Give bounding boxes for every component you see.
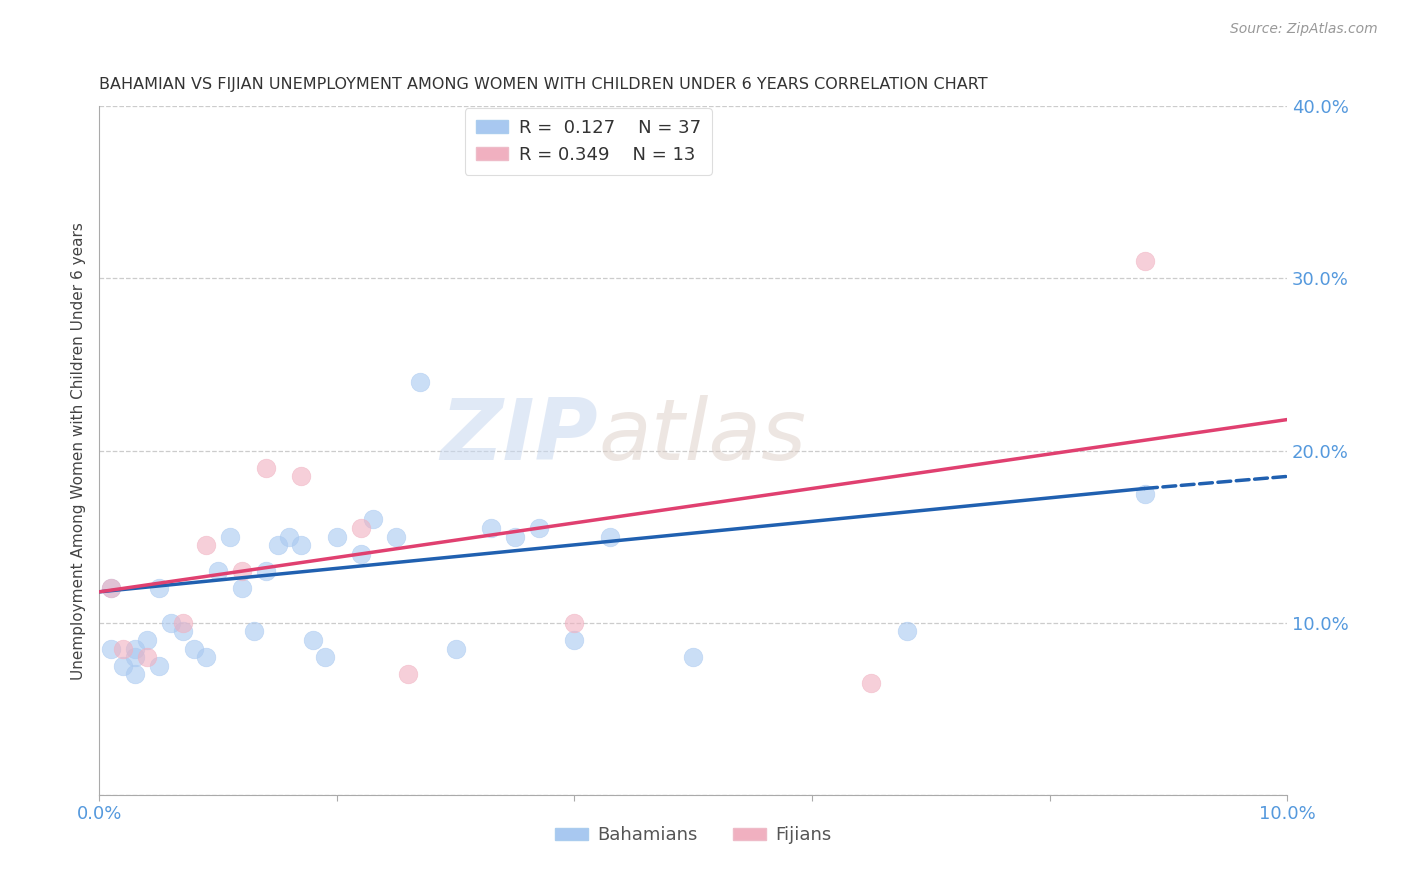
Point [444,641,467,656]
Point [682,650,704,665]
Point [124,641,146,656]
Point [243,624,266,639]
Point [195,650,218,665]
Legend: R =  0.127    N = 37, R = 0.349    N = 13: R = 0.127 N = 37, R = 0.349 N = 13 [465,108,711,175]
Point [361,512,384,526]
Point [183,641,205,656]
Point [278,530,301,544]
Point [112,641,135,656]
Point [124,650,146,665]
Point [112,659,135,673]
Point [1133,486,1156,500]
Point [860,676,883,690]
Point [290,538,312,552]
Point [479,521,502,535]
Point [385,530,408,544]
Point [896,624,918,639]
Point [314,650,336,665]
Point [231,582,253,596]
Point [172,615,194,630]
Point [172,624,194,639]
Point [100,582,122,596]
Point [1133,254,1156,268]
Point [100,641,122,656]
Point [503,530,526,544]
Point [290,469,312,483]
Point [409,375,432,389]
Point [266,538,288,552]
Point [396,667,419,681]
Point [564,633,586,648]
Point [207,564,229,578]
Point [231,564,253,578]
Point [599,530,621,544]
Point [100,582,122,596]
Point [350,547,373,561]
Point [254,564,277,578]
Point [148,582,170,596]
Text: atlas: atlas [598,395,806,478]
Text: BAHAMIAN VS FIJIAN UNEMPLOYMENT AMONG WOMEN WITH CHILDREN UNDER 6 YEARS CORRELAT: BAHAMIAN VS FIJIAN UNEMPLOYMENT AMONG WO… [100,78,988,93]
Text: ZIP: ZIP [440,395,598,478]
Point [254,460,277,475]
Point [326,530,349,544]
Point [148,659,170,673]
Point [527,521,550,535]
Point [350,521,373,535]
Point [302,633,325,648]
Point [195,538,218,552]
Point [159,615,181,630]
Point [564,615,586,630]
Point [136,650,159,665]
Text: Source: ZipAtlas.com: Source: ZipAtlas.com [1230,22,1378,37]
Y-axis label: Unemployment Among Women with Children Under 6 years: Unemployment Among Women with Children U… [72,221,86,680]
Point [124,667,146,681]
Point [219,530,242,544]
Point [136,633,159,648]
